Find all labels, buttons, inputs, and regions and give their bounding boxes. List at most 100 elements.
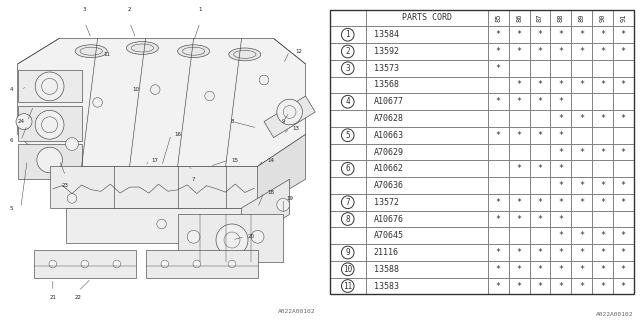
Text: A70629: A70629 xyxy=(374,148,404,156)
Text: 21116: 21116 xyxy=(374,248,399,257)
Circle shape xyxy=(49,260,56,268)
Circle shape xyxy=(342,213,354,225)
Text: 8: 8 xyxy=(346,214,350,223)
Bar xyxy=(366,194,488,211)
Circle shape xyxy=(157,219,166,229)
Text: *: * xyxy=(496,248,501,257)
Text: 6: 6 xyxy=(346,164,350,173)
Text: *: * xyxy=(558,131,563,140)
Text: *: * xyxy=(600,181,605,190)
Bar xyxy=(550,10,572,26)
Text: *: * xyxy=(579,148,584,156)
Bar xyxy=(330,93,366,110)
Text: *: * xyxy=(600,81,605,90)
Bar xyxy=(509,278,529,294)
Text: 1: 1 xyxy=(198,7,202,12)
Circle shape xyxy=(81,260,88,268)
Bar xyxy=(592,177,613,194)
Polygon shape xyxy=(33,250,136,278)
Text: *: * xyxy=(558,181,563,190)
Bar xyxy=(330,194,366,211)
Text: 11: 11 xyxy=(343,282,353,291)
Circle shape xyxy=(36,147,62,173)
Text: 19: 19 xyxy=(286,196,293,201)
Bar xyxy=(488,10,509,26)
Text: 13588: 13588 xyxy=(374,265,399,274)
Bar xyxy=(550,76,572,93)
Circle shape xyxy=(342,95,354,108)
Ellipse shape xyxy=(228,48,260,61)
Bar xyxy=(613,261,634,278)
Text: 89: 89 xyxy=(579,14,584,22)
Bar xyxy=(550,177,572,194)
Bar xyxy=(488,194,509,211)
Bar xyxy=(488,228,509,244)
Circle shape xyxy=(342,263,354,276)
Bar xyxy=(592,228,613,244)
Bar xyxy=(572,144,592,160)
Text: *: * xyxy=(496,97,501,106)
Text: *: * xyxy=(621,265,626,274)
Bar xyxy=(550,60,572,76)
Text: *: * xyxy=(516,198,522,207)
Text: *: * xyxy=(538,248,543,257)
Text: 15: 15 xyxy=(232,157,239,163)
Bar xyxy=(613,228,634,244)
Bar xyxy=(592,144,613,160)
Bar xyxy=(488,127,509,144)
Bar xyxy=(330,261,366,278)
Text: *: * xyxy=(579,198,584,207)
Text: *: * xyxy=(600,47,605,56)
Text: *: * xyxy=(579,181,584,190)
Polygon shape xyxy=(65,208,241,243)
Bar xyxy=(592,93,613,110)
Bar xyxy=(366,211,488,228)
Text: 23: 23 xyxy=(62,183,69,188)
Bar xyxy=(330,228,366,244)
Text: 2: 2 xyxy=(346,47,350,56)
Text: *: * xyxy=(538,265,543,274)
Bar xyxy=(550,211,572,228)
Text: 24: 24 xyxy=(17,119,24,124)
Text: *: * xyxy=(600,248,605,257)
Text: 14: 14 xyxy=(267,157,274,163)
Text: A70628: A70628 xyxy=(374,114,404,123)
Bar xyxy=(529,278,550,294)
Bar xyxy=(509,177,529,194)
Bar xyxy=(366,60,488,76)
Polygon shape xyxy=(17,70,82,102)
Circle shape xyxy=(187,230,200,243)
Bar xyxy=(509,60,529,76)
Circle shape xyxy=(228,260,236,268)
Bar xyxy=(529,127,550,144)
Bar xyxy=(366,26,488,43)
Text: *: * xyxy=(579,47,584,56)
Text: *: * xyxy=(496,198,501,207)
Text: *: * xyxy=(516,131,522,140)
Bar xyxy=(613,93,634,110)
Bar xyxy=(488,160,509,177)
Bar xyxy=(550,228,572,244)
Text: 86: 86 xyxy=(516,14,522,22)
Text: 13584: 13584 xyxy=(374,30,399,39)
Text: 12: 12 xyxy=(296,49,303,54)
Text: 13573: 13573 xyxy=(374,64,399,73)
Bar xyxy=(509,43,529,60)
Text: *: * xyxy=(538,164,543,173)
Text: 2: 2 xyxy=(128,7,131,12)
Text: 13: 13 xyxy=(292,125,300,131)
Bar xyxy=(613,278,634,294)
Bar xyxy=(572,211,592,228)
Bar xyxy=(529,261,550,278)
Bar xyxy=(330,60,366,76)
Text: *: * xyxy=(558,265,563,274)
Text: 90: 90 xyxy=(600,14,605,22)
Bar xyxy=(509,110,529,127)
Text: *: * xyxy=(621,231,626,240)
Text: 5: 5 xyxy=(10,205,13,211)
Bar xyxy=(366,43,488,60)
Text: *: * xyxy=(538,30,543,39)
Bar xyxy=(488,261,509,278)
Bar xyxy=(572,160,592,177)
Bar xyxy=(366,110,488,127)
